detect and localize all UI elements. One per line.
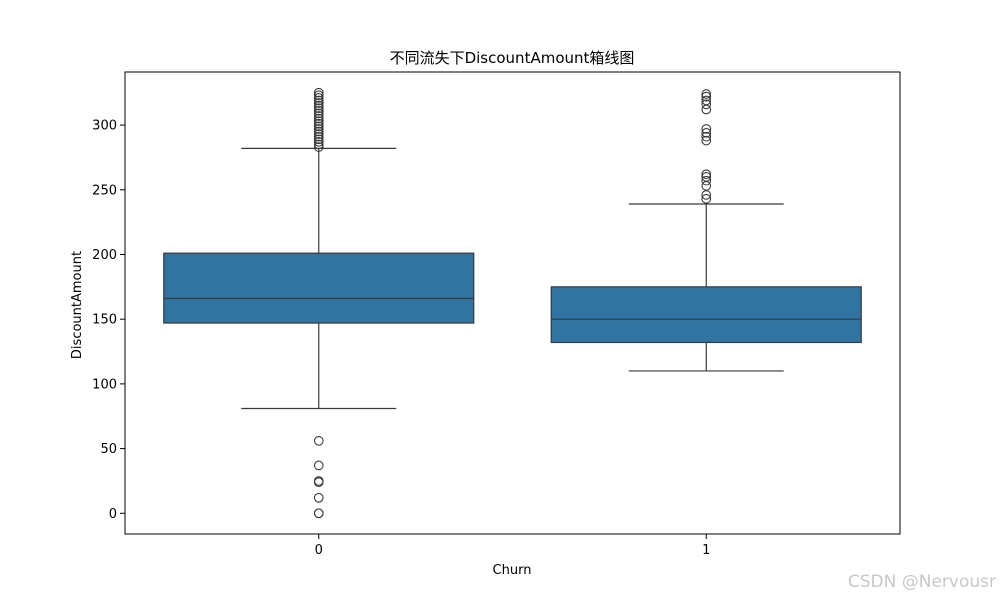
outlier-point <box>701 181 712 191</box>
outlier-point <box>313 508 324 519</box>
outlier-point <box>313 108 324 119</box>
outlier-point <box>313 460 324 471</box>
chart-title: 不同流失下DiscountAmount箱线图 <box>390 49 635 67</box>
outlier-point <box>701 171 712 182</box>
outlier-point <box>313 93 324 103</box>
outlier-point <box>313 142 324 152</box>
y-tick-label: 200 <box>92 248 117 263</box>
outlier-point <box>313 139 324 150</box>
outlier-point <box>313 137 324 147</box>
outlier-point <box>701 95 712 106</box>
x-axis-label: Churn <box>493 563 532 578</box>
outlier-point <box>701 89 712 99</box>
outlier-point <box>313 131 324 142</box>
y-tick-label: 300 <box>92 119 117 134</box>
outlier-point <box>313 95 324 106</box>
y-axis-label: DiscountAmount <box>70 251 85 359</box>
outlier-point <box>701 135 712 146</box>
outlier-point <box>313 90 324 101</box>
outlier-point <box>313 98 324 108</box>
outlier-point <box>701 131 712 142</box>
box-iqr <box>163 252 475 324</box>
outlier-point <box>701 99 712 110</box>
outlier-point <box>313 126 324 137</box>
outlier-point <box>701 104 712 115</box>
outlier-point <box>313 105 324 116</box>
outlier-point <box>313 116 324 127</box>
y-tick-label: 100 <box>92 377 117 392</box>
outlier-point <box>313 492 324 503</box>
y-tick-label: 50 <box>100 442 117 457</box>
plot-area <box>124 71 901 535</box>
outlier-point <box>313 111 324 121</box>
outlier-point <box>701 169 712 180</box>
outlier-point <box>701 175 712 186</box>
box-iqr <box>550 286 862 344</box>
outlier-point <box>313 87 324 98</box>
x-tick-label: 1 <box>702 543 710 558</box>
box-group-0 <box>163 87 475 519</box>
outlier-point <box>701 91 712 102</box>
x-tick-label: 0 <box>315 543 323 558</box>
outlier-point <box>313 124 324 134</box>
outlier-point <box>313 100 324 111</box>
outlier-point <box>313 435 324 446</box>
y-tick-label: 150 <box>92 313 117 328</box>
outlier-point <box>313 129 324 139</box>
outlier-point <box>701 193 712 204</box>
outlier-point <box>313 118 324 129</box>
y-tick-label: 250 <box>92 183 117 198</box>
outlier-point <box>313 121 324 132</box>
box-group-1 <box>550 89 862 372</box>
outlier-point <box>313 113 324 124</box>
outlier-point <box>313 103 324 114</box>
watermark-text: CSDN @Nervousr <box>847 572 996 592</box>
outlier-point <box>701 124 712 134</box>
outlier-point <box>313 134 324 145</box>
y-tick-label: 0 <box>109 507 117 522</box>
outlier-point <box>701 127 712 138</box>
outlier-point <box>313 476 324 486</box>
